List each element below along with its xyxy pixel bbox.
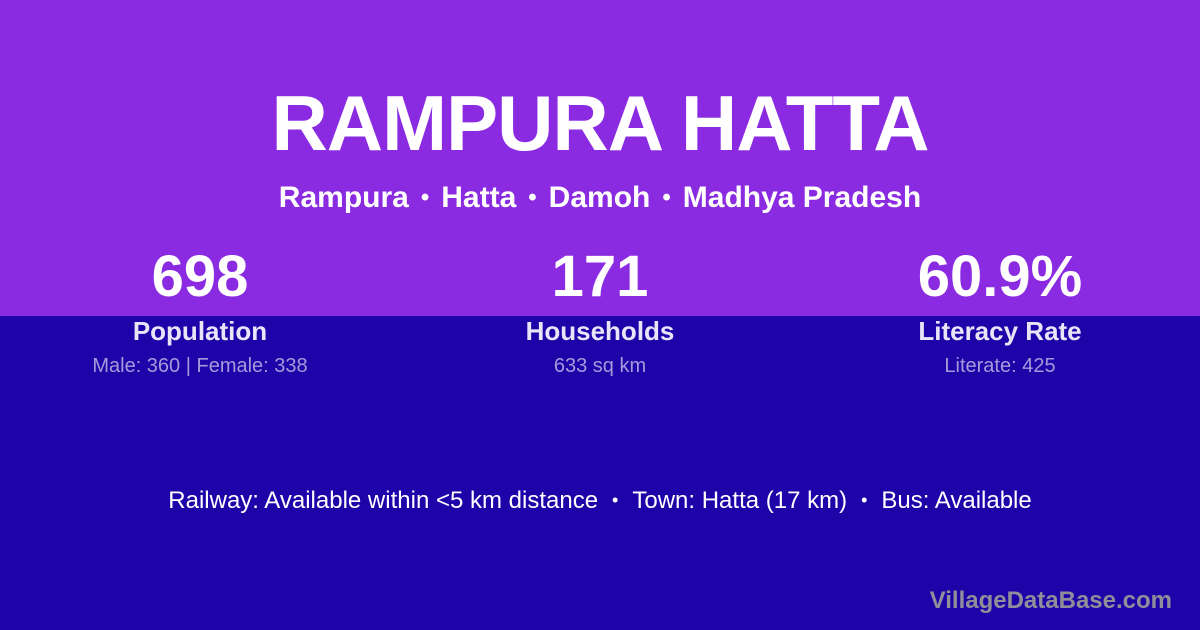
site-watermark: VillageDataBase.com xyxy=(929,587,1172,614)
households-detail: 633 sq km xyxy=(553,355,647,377)
population-value: 698 xyxy=(151,244,249,309)
stat-literacy: 60.9% Literacy Rate Literate: 425 xyxy=(800,246,1200,378)
top-band xyxy=(0,0,1200,316)
stats-row: 698 Population Male: 360 | Female: 338 1… xyxy=(0,246,1200,378)
breadcrumb-state: Madhya Pradesh xyxy=(682,181,922,214)
households-value: 171 xyxy=(551,244,649,309)
amenity-town: Town: Hatta (17 km) xyxy=(632,487,848,514)
literacy-label: Literacy Rate xyxy=(918,316,1082,346)
amenity-bus: Bus: Available xyxy=(881,487,1032,514)
literacy-detail: Literate: 425 xyxy=(944,355,1056,377)
households-label: Households xyxy=(525,316,675,346)
bullet-separator: • xyxy=(420,184,430,211)
breadcrumb: Rampura • Hatta • Damoh • Madhya Pradesh xyxy=(0,180,1200,216)
literacy-value: 60.9% xyxy=(917,244,1083,309)
breadcrumb-tehsil: Hatta xyxy=(441,181,517,214)
bullet-separator: • xyxy=(612,490,619,510)
bullet-separator: • xyxy=(528,184,537,211)
village-title: RAMPURA HATTA xyxy=(271,79,929,167)
amenities-line: Railway: Available within <5 km distance… xyxy=(0,486,1200,515)
stat-population: 698 Population Male: 360 | Female: 338 xyxy=(0,246,400,378)
breadcrumb-district: Damoh xyxy=(548,181,651,214)
population-label: Population xyxy=(132,316,268,346)
breadcrumb-village: Rampura xyxy=(278,181,409,214)
bullet-separator: • xyxy=(861,490,868,510)
stat-households: 171 Households 633 sq km xyxy=(400,246,800,378)
population-detail: Male: 360 | Female: 338 xyxy=(92,355,308,377)
amenity-railway: Railway: Available within <5 km distance xyxy=(168,487,599,514)
bullet-separator: • xyxy=(662,184,671,211)
